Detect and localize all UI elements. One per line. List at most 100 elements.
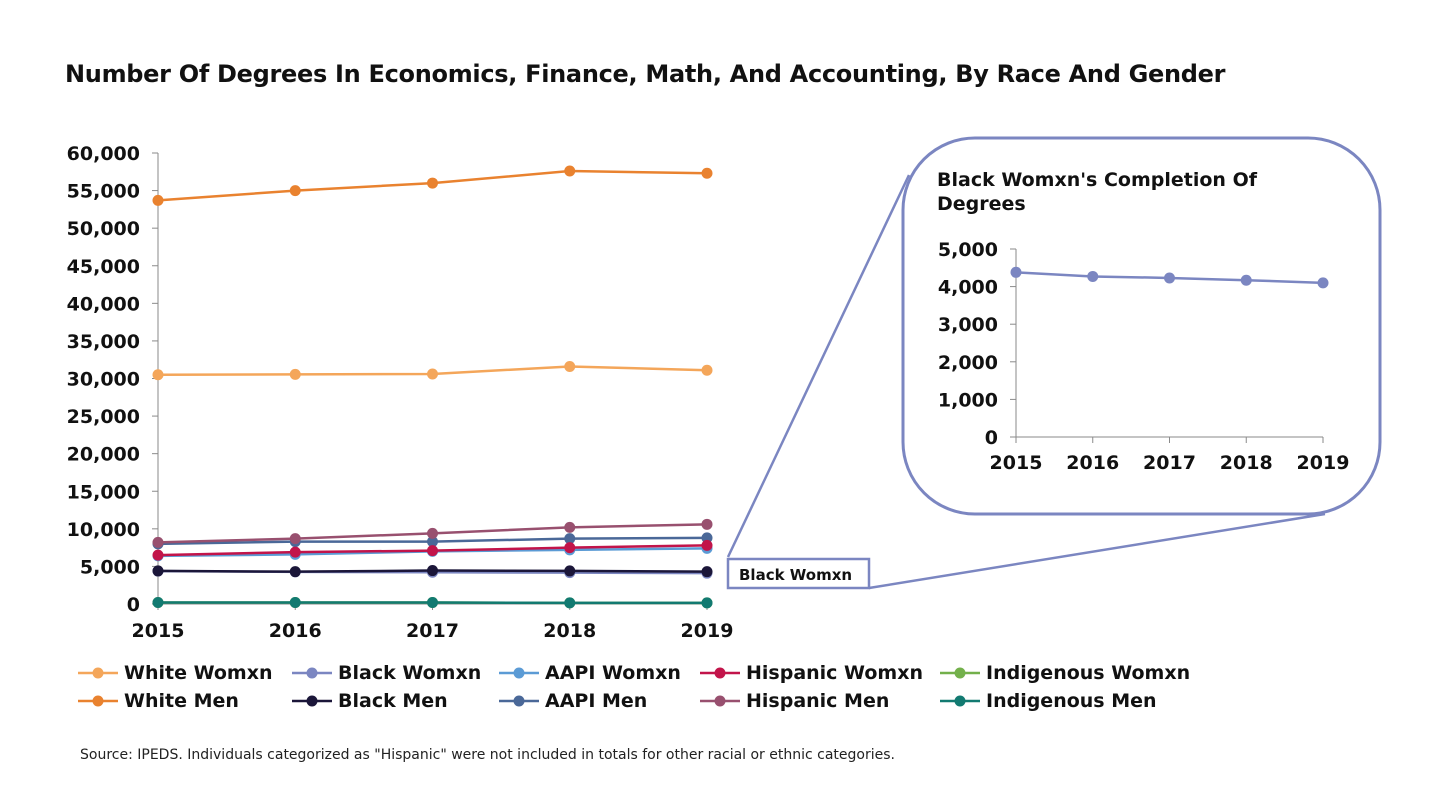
inset-y-tick-label: 3,000 — [938, 314, 998, 336]
data-point — [289, 368, 301, 380]
inset-x-tick-label: 2015 — [990, 452, 1043, 474]
legend-swatch-marker — [714, 695, 726, 707]
data-point — [427, 177, 438, 189]
inset-y-tick-label: 5,000 — [938, 239, 998, 261]
legend-swatch — [499, 695, 539, 707]
data-point — [152, 194, 164, 206]
legend-label: White Womxn — [124, 662, 273, 684]
legend-label: AAPI Men — [545, 690, 648, 712]
y-tick-label: 50,000 — [67, 218, 140, 240]
y-tick-label: 40,000 — [67, 293, 140, 315]
legend-swatch-marker — [306, 695, 318, 707]
legend-swatch — [499, 667, 539, 679]
legend-swatch-marker — [714, 667, 726, 679]
data-point — [701, 597, 713, 609]
inset-y-tick-label: 2,000 — [938, 352, 998, 374]
data-point — [152, 565, 164, 577]
inset-data-point — [1087, 270, 1099, 282]
legend-label: Black Men — [338, 690, 448, 712]
inset-x-tick-label: 2016 — [1066, 452, 1119, 474]
legend-item-indigenous-men: Indigenous Men — [940, 688, 1157, 714]
legend-swatch — [700, 667, 740, 679]
legend-item-indigenous-womxn: Indigenous Womxn — [940, 660, 1190, 686]
data-point — [564, 533, 576, 545]
data-point — [427, 368, 438, 380]
inset-series-black-womxn — [1010, 266, 1329, 289]
inset-frame — [901, 136, 1382, 516]
series-hispanic-men — [152, 518, 713, 548]
inset-y-tick-label: 0 — [985, 427, 998, 449]
inset-y-tick-label: 4,000 — [938, 277, 998, 299]
legend-item-hispanic-womxn: Hispanic Womxn — [700, 660, 923, 686]
data-point — [427, 565, 438, 577]
legend-swatch — [940, 695, 980, 707]
data-point — [289, 533, 301, 545]
inset-data-point — [1317, 277, 1329, 289]
legend-swatch — [940, 667, 980, 679]
series-black-men — [152, 565, 713, 578]
legend-item-hispanic-men: Hispanic Men — [700, 688, 889, 714]
inset-zoom-connector: Black Womxn — [726, 174, 1326, 590]
data-point — [289, 596, 301, 608]
data-point — [701, 566, 713, 578]
main-plot: 0 5,000 10,000 15,000 20,000 25,000 30,000 35,0… — [67, 143, 734, 642]
x-tick-label: 2015 — [132, 620, 185, 642]
zoom-connector-line — [868, 512, 1326, 590]
data-point — [152, 369, 164, 381]
y-tick-label: 15,000 — [67, 481, 140, 503]
data-point — [701, 364, 713, 376]
zoom-connector-line — [726, 174, 911, 558]
x-tick-label: 2016 — [269, 620, 322, 642]
legend-swatch-marker — [513, 667, 525, 679]
data-point — [289, 185, 301, 197]
data-point — [701, 167, 713, 179]
legend-item-white-womxn: White Womxn — [78, 660, 273, 686]
data-point — [427, 536, 438, 548]
data-point — [564, 360, 576, 372]
series-hispanic-womxn — [152, 539, 713, 561]
data-point — [152, 536, 164, 548]
legend-item-aapi-womxn: AAPI Womxn — [499, 660, 681, 686]
legend-item-black-womxn: Black Womxn — [292, 660, 481, 686]
data-point — [427, 527, 438, 539]
legend-label: Hispanic Womxn — [746, 662, 923, 684]
inset-x-tick-label: 2019 — [1297, 452, 1350, 474]
data-point — [564, 542, 576, 554]
series-white-womxn — [152, 360, 713, 381]
legend-label: AAPI Womxn — [545, 662, 681, 684]
y-tick-label: 25,000 — [67, 406, 140, 428]
data-point — [152, 549, 164, 561]
inset-title-line-1: Black Womxn's Completion Of — [937, 169, 1258, 191]
callout-label: Black Womxn — [739, 566, 852, 584]
y-tick-label: 35,000 — [67, 331, 140, 353]
inset-x-tick-label: 2018 — [1220, 452, 1273, 474]
data-point — [564, 521, 576, 533]
legend-label: White Men — [124, 690, 239, 712]
x-tick-label: 2019 — [681, 620, 734, 642]
legend-swatch-marker — [954, 695, 966, 707]
data-point — [289, 546, 301, 558]
inset-title-line-2: Degrees — [937, 193, 1026, 215]
inset-data-point — [1164, 272, 1175, 284]
x-tick-label: 2017 — [406, 620, 459, 642]
chart-title: Number Of Degrees In Economics, Finance,… — [65, 60, 1226, 88]
data-point — [564, 597, 576, 609]
legend-item-black-men: Black Men — [292, 688, 448, 714]
y-tick-label: 0 — [127, 594, 140, 616]
legend-label: Black Womxn — [338, 662, 482, 684]
data-point — [152, 596, 164, 608]
y-tick-label: 30,000 — [67, 369, 140, 391]
data-point — [701, 518, 713, 530]
legend-swatch-marker — [92, 695, 104, 707]
legend-label: Indigenous Men — [986, 690, 1157, 712]
data-point — [564, 165, 576, 177]
y-tick-label: 5,000 — [80, 556, 140, 578]
source-note: Source: IPEDS. Individuals categorized a… — [80, 747, 895, 763]
data-point — [289, 566, 301, 578]
y-tick-label: 60,000 — [67, 143, 140, 165]
legend-item-aapi-men: AAPI Men — [499, 688, 647, 714]
y-tick-label: 45,000 — [67, 256, 140, 278]
series-white-men — [152, 165, 713, 206]
